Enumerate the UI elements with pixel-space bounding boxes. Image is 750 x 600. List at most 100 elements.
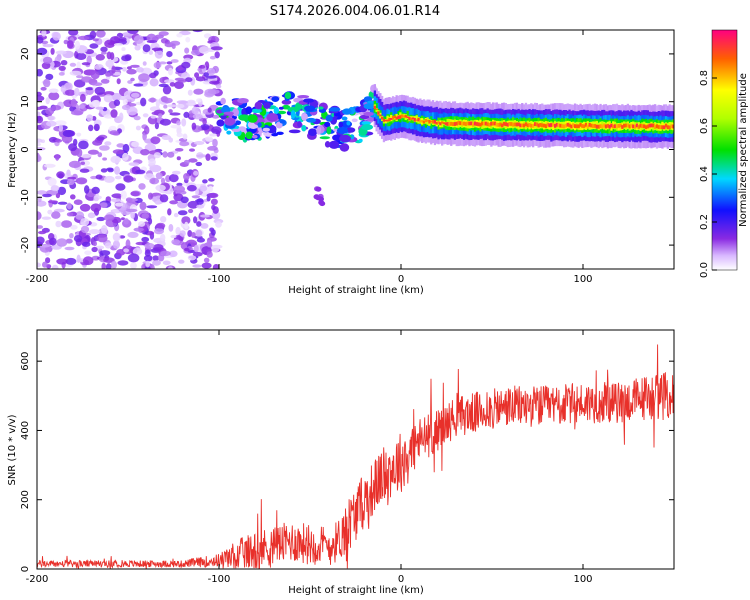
heatmap-noise-spot: [207, 146, 218, 151]
heatmap-noise-spot: [37, 262, 41, 268]
heatmap-ridge-cell: [597, 124, 600, 129]
heatmap-ridge-cell: [668, 125, 671, 130]
heatmap-ridge-cell: [391, 115, 395, 120]
heatmap-noise-spot: [166, 61, 173, 65]
heatmap-noise-spot: [188, 208, 194, 214]
heatmap-ridge-cell: [577, 124, 580, 129]
heatmap-noise-spot: [37, 68, 43, 77]
heatmap-noise-spot: [121, 104, 131, 111]
heatmap-blob: [339, 143, 350, 152]
heatmap-noise-spot: [123, 248, 129, 253]
heatmap-noise-spot: [95, 106, 105, 110]
heatmap-noise-spot: [202, 118, 207, 125]
heatmap-ridge-cell: [419, 120, 422, 123]
heatmap-noise-spot: [122, 152, 129, 161]
heatmap-blob: [326, 126, 332, 135]
heatmap-noise-spot: [58, 72, 65, 76]
heatmap-noise-spot: [110, 198, 122, 202]
heatmap-noise-spot: [144, 266, 151, 269]
heatmap-noise-spot: [168, 224, 174, 232]
heatmap-noise-spot: [206, 239, 213, 248]
heatmap-noise-spot: [70, 194, 76, 200]
heatmap-ridge-cell: [404, 114, 407, 118]
heatmap-blob: [290, 110, 296, 119]
heatmap-noise-spot: [153, 152, 161, 159]
heatmap-ridge-cell: [373, 105, 376, 110]
heatmap-ridge-cell: [493, 121, 497, 126]
heatmap-secondary-blob: [315, 195, 322, 201]
heatmap-ridge-cell: [475, 122, 478, 126]
heatmap-blob: [275, 121, 283, 129]
heatmap-noise-spot: [175, 226, 181, 236]
heatmap-blob: [345, 127, 356, 133]
heatmap-ridge-cell: [428, 119, 431, 124]
heatmap-noise-spot: [176, 132, 183, 138]
heatmap-blob: [361, 124, 373, 131]
heatmap-ridge-cell: [663, 125, 666, 130]
heatmap-noise-spot: [92, 139, 103, 146]
heatmap-noise-spot: [125, 208, 138, 213]
heatmap-ridge-cell: [452, 122, 455, 126]
heatmap-noise-spot: [121, 47, 126, 52]
heatmap-noise-spot: [192, 30, 203, 33]
heatmap-blob: [363, 111, 375, 116]
heatmap-noise-spot: [76, 61, 81, 70]
heatmap-ridge-cell: [426, 120, 429, 122]
heatmap-noise-spot: [76, 132, 82, 137]
heatmap-noise-spot: [186, 101, 197, 107]
heatmap-ridge-cell: [430, 120, 433, 123]
heatmap-noise-spot: [130, 77, 135, 82]
heatmap-ridge-cell: [415, 119, 418, 122]
heatmap-ridge-cell: [417, 117, 420, 122]
heatmap-blob: [304, 105, 316, 112]
heatmap-noise-spot: [159, 118, 172, 126]
heatmap-noise-spot: [135, 169, 146, 174]
heatmap-ridge-cell: [401, 114, 404, 118]
heatmap-ridge-cell: [575, 124, 578, 129]
heatmap-noise-spot: [168, 174, 179, 183]
heatmap-noise-spot: [105, 72, 112, 77]
heatmap-noise-spot: [193, 216, 198, 224]
heatmap-ridge-cell: [413, 118, 416, 122]
heatmap-noise-spot: [89, 30, 97, 39]
heatmap-noise-spot: [146, 205, 158, 209]
heatmap-noise-spot: [56, 238, 68, 247]
heatmap-ridge-cell: [524, 122, 528, 127]
heatmap-noise-spot: [210, 198, 218, 205]
heatmap-noise-spot: [196, 198, 204, 205]
heatmap-noise-spot: [37, 91, 42, 97]
heatmap-noise-spot: [127, 231, 139, 238]
heatmap-noise-spot: [160, 233, 166, 242]
heatmap-noise-spot: [148, 97, 157, 103]
heatmap-ridge-cell: [573, 124, 577, 128]
heatmap-blob: [276, 131, 284, 135]
heatmap-ridge-cell: [655, 124, 659, 129]
heatmap-noise-spot: [208, 177, 215, 182]
heatmap-noise-spot: [96, 136, 105, 141]
heatmap-noise-spot: [48, 91, 60, 101]
heatmap-noise-spot: [48, 88, 59, 94]
heatmap-blob: [316, 125, 322, 135]
heatmap-noise-spot: [178, 259, 185, 264]
heatmap-noise-spot: [99, 250, 111, 256]
heatmap-noise-spot: [203, 33, 212, 39]
heatmap-ridge-cell: [444, 122, 447, 126]
heatmap-noise-spot: [155, 222, 166, 229]
heatmap-ridge-cell: [386, 119, 389, 122]
heatmap-noise-spot: [103, 257, 115, 264]
heatmap-noise-spot: [171, 43, 176, 49]
heatmap-noise-spot: [64, 246, 75, 251]
heatmap-noise-spot: [158, 83, 169, 88]
heatmap-ridge-cell: [570, 124, 573, 129]
heatmap-ridge-cell: [446, 122, 449, 126]
heatmap-noise-spot: [55, 220, 62, 228]
heatmap-ridge-cell: [517, 122, 520, 127]
heatmap-ridge-cell: [568, 123, 571, 128]
x-tick-label: 100: [573, 274, 592, 285]
heatmap-ridge-cell: [424, 119, 427, 123]
heatmap-blob: [245, 131, 253, 140]
heatmap-noise-spot: [191, 106, 199, 115]
heatmap-ridge-cell: [453, 122, 457, 126]
heatmap-noise-spot: [194, 72, 200, 78]
heatmap-noise-spot: [126, 68, 137, 75]
